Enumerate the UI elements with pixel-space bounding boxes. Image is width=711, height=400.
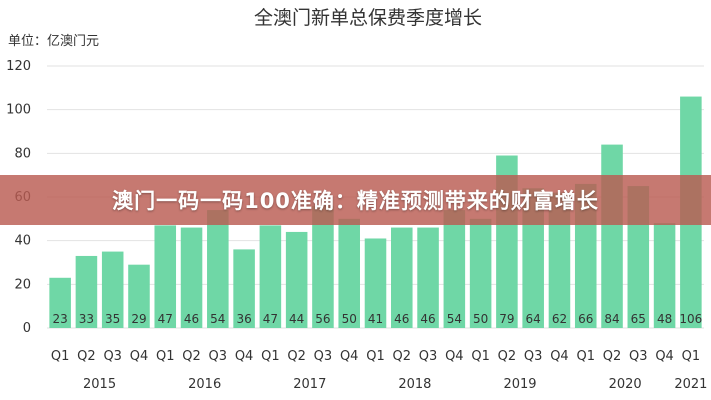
data-labels: 23 33 35 29 47 46 54 36 47 44 56 50 41 46 46 54 50 79 64 62… [52, 312, 702, 326]
data-label: 84 [604, 312, 619, 326]
data-label: 33 [79, 312, 94, 326]
x-tick-label: Q3 [314, 349, 333, 364]
data-label: 23 [52, 312, 67, 326]
unit-label: 单位：亿澳门元 [8, 33, 99, 49]
year-label: 2015 [83, 377, 116, 392]
x-tick-label: Q1 [471, 349, 490, 364]
x-tick-label: Q4 [130, 349, 149, 364]
y-axis: 020406080100120 [6, 59, 31, 336]
data-label: 54 [447, 312, 462, 326]
x-tick-label: Q3 [524, 349, 543, 364]
data-label: 44 [289, 312, 304, 326]
data-label: 48 [657, 312, 672, 326]
x-tick-label: Q1 [51, 349, 70, 364]
bar [391, 227, 413, 328]
data-label: 41 [368, 312, 383, 326]
bar [233, 249, 255, 328]
bar [601, 144, 623, 328]
y-tick-label: 40 [14, 234, 31, 249]
bar [469, 218, 492, 328]
year-label: 2021 [674, 377, 707, 392]
x-axis: Q1 Q2 Q3 Q4 Q1 Q2 Q3 Q4 Q1 Q2 Q3 Q4 Q1 Q2 Q3 Q4 Q1 Q2 Q3 Q4… [51, 349, 700, 364]
x-tick-label: Q2 [77, 349, 96, 364]
data-label: 47 [263, 312, 278, 326]
data-label: 29 [131, 312, 146, 326]
bar [443, 210, 466, 328]
data-label: 46 [420, 312, 435, 326]
data-label: 50 [342, 312, 357, 326]
x-tick-label: Q1 [682, 349, 701, 364]
x-tick-label: Q2 [498, 349, 517, 364]
data-label: 36 [236, 312, 251, 326]
bar [128, 264, 150, 328]
data-label: 50 [473, 312, 488, 326]
x-tick-label: Q4 [445, 349, 464, 364]
bar [364, 238, 387, 328]
bar [75, 255, 98, 328]
x-tick-label: Q4 [550, 349, 569, 364]
bar [417, 227, 439, 328]
year-label: 2016 [188, 377, 221, 392]
bar [180, 227, 203, 328]
year-label: 2020 [609, 377, 642, 392]
overlay-banner: 澳门一码一码100准确：精准预测带来的财富增长 [0, 175, 711, 225]
bar [49, 277, 71, 328]
x-tick-label: Q4 [655, 349, 674, 364]
data-label: 106 [679, 312, 702, 326]
data-label: 64 [526, 312, 541, 326]
bar [101, 251, 124, 328]
data-label: 54 [210, 312, 225, 326]
data-label: 79 [499, 312, 514, 326]
year-label: 2019 [503, 377, 536, 392]
bar [338, 218, 360, 328]
x-tick-label: Q3 [629, 349, 648, 364]
chart-title: 全澳门新单总保费季度增长 [254, 7, 482, 29]
data-label: 47 [158, 312, 173, 326]
x-tick-label: Q4 [340, 349, 359, 364]
data-label: 56 [315, 312, 330, 326]
data-label: 62 [552, 312, 567, 326]
x-tick-label: Q2 [182, 349, 201, 364]
x-tick-label: Q1 [261, 349, 280, 364]
y-tick-label: 100 [6, 103, 31, 118]
x-tick-label: Q3 [103, 349, 122, 364]
bar [154, 225, 177, 328]
x-tick-label: Q3 [419, 349, 438, 364]
data-label: 66 [578, 312, 593, 326]
x-tick-label: Q1 [576, 349, 595, 364]
y-tick-label: 20 [14, 277, 31, 292]
x-tick-label: Q2 [603, 349, 622, 364]
data-label: 46 [394, 312, 409, 326]
year-label: 2018 [398, 377, 431, 392]
bar [653, 223, 676, 328]
x-tick-label: Q2 [393, 349, 412, 364]
y-tick-label: 80 [14, 146, 31, 161]
bars [49, 96, 702, 328]
data-label: 46 [184, 312, 199, 326]
banner-text: 澳门一码一码100准确：精准预测带来的财富增长 [112, 189, 599, 213]
x-tick-label: Q1 [366, 349, 385, 364]
bar [207, 210, 229, 328]
bar [312, 205, 334, 328]
bar [548, 192, 571, 328]
year-label: 2017 [293, 377, 326, 392]
year-axis: 2015 2016 2017 2018 2019 2020 2021 [83, 377, 707, 392]
x-tick-label: Q2 [287, 349, 306, 364]
data-label: 65 [631, 312, 646, 326]
bar [285, 231, 308, 328]
x-tick-label: Q4 [235, 349, 254, 364]
data-label: 35 [105, 312, 120, 326]
x-tick-label: Q1 [156, 349, 175, 364]
bar [259, 225, 282, 328]
y-tick-label: 0 [23, 321, 31, 336]
x-tick-label: Q3 [209, 349, 228, 364]
y-tick-label: 120 [6, 59, 31, 74]
